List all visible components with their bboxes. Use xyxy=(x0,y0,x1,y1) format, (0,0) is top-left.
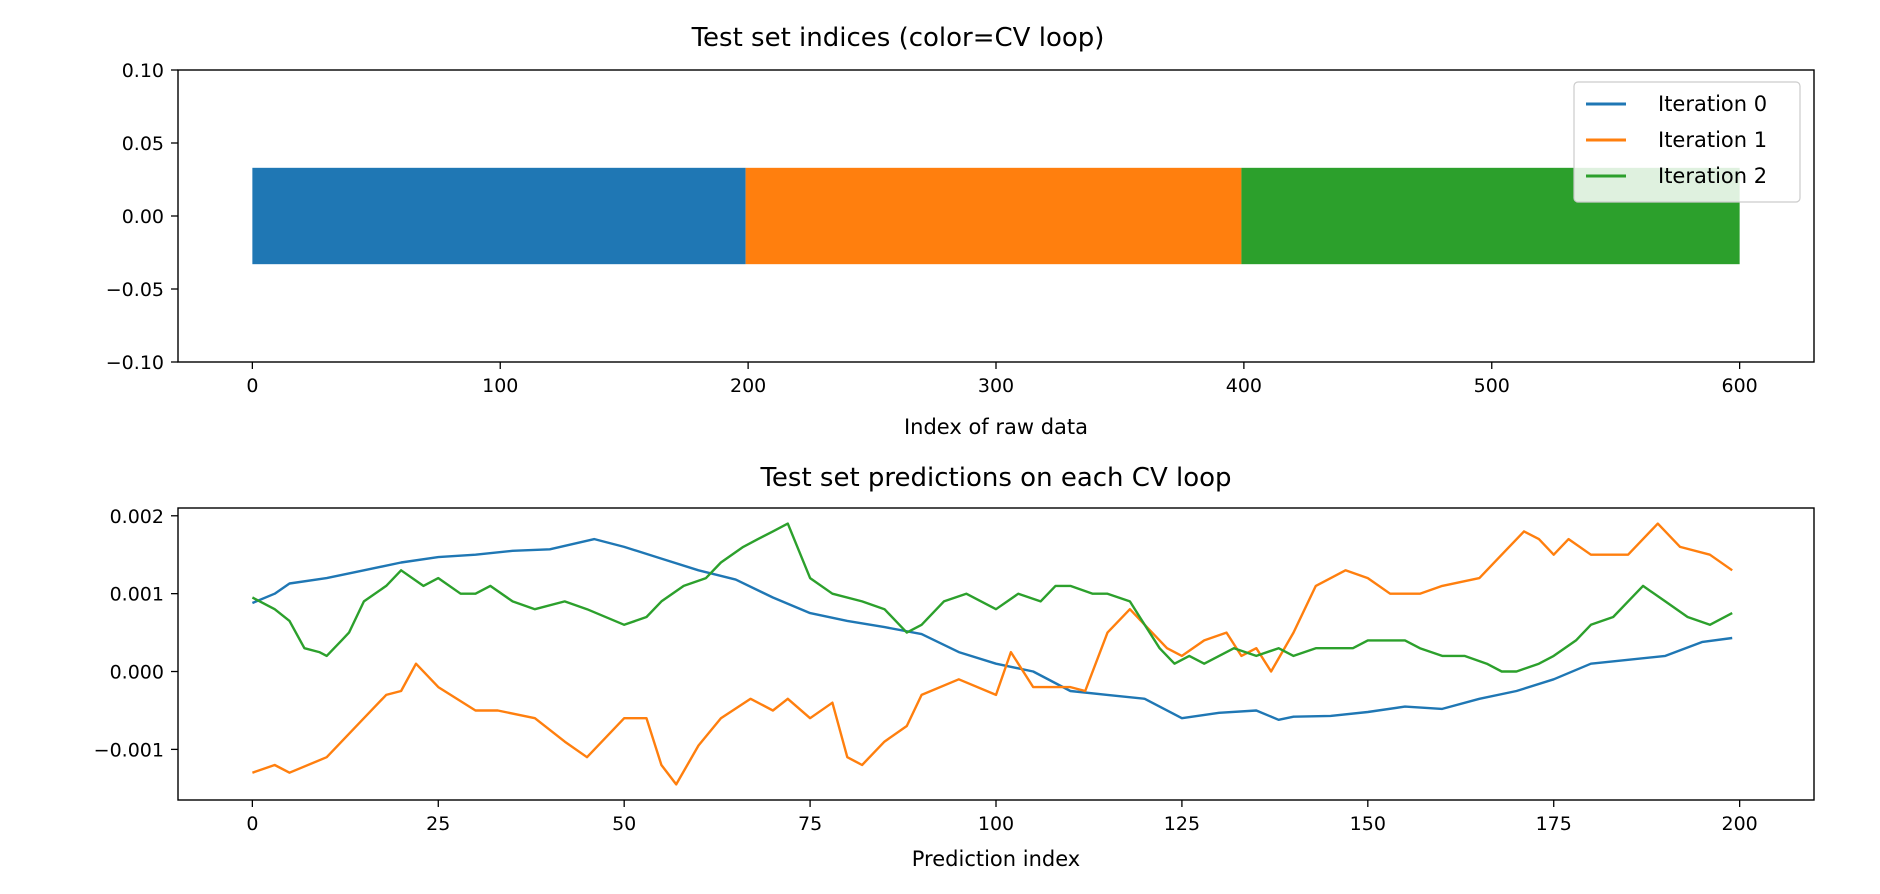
axes-frame-1 xyxy=(177,69,1815,363)
x-tick-label-1: 25 xyxy=(426,813,450,835)
x-axis-label-1: Index of raw data xyxy=(904,415,1088,439)
x-tick-label-0: 300 xyxy=(978,375,1014,397)
x-tick-label-1: 200 xyxy=(1722,813,1758,835)
panel-test-indices: Test set indices (color=CV loop) 0 100 200… xyxy=(106,23,1815,439)
legend-box xyxy=(1573,81,1801,203)
line-iteration-2 xyxy=(251,522,1733,673)
y-tick-label-0: −0.10 xyxy=(106,352,164,374)
x-tick-label-1: 125 xyxy=(1164,813,1200,835)
x-tick-label-0: 0 xyxy=(246,375,258,397)
x-tick-label-0: 200 xyxy=(730,375,766,397)
x-tick-label-1: 75 xyxy=(798,813,822,835)
x-tick-label-0: 400 xyxy=(1226,375,1262,397)
legend-label-iteration-0: Iteration 0 xyxy=(1658,92,1767,116)
y-tick-label-0: 0.05 xyxy=(122,133,164,155)
x-tick-label-0: 100 xyxy=(482,375,518,397)
x-tick-label-1: 50 xyxy=(612,813,636,835)
chart-title-1: Test set indices (color=CV loop) xyxy=(691,23,1105,53)
legend-label-iteration-1: Iteration 1 xyxy=(1658,128,1767,152)
ticks-layer-1: 0 100 200 300 400 500 600 −0.10 −0.05 0.00 0.05 0.1… xyxy=(106,60,1758,397)
x-tick-label-1: 150 xyxy=(1350,813,1386,835)
bar-iteration-1 xyxy=(745,167,1242,265)
y-tick-label-1: 0.002 xyxy=(110,506,164,528)
legend: Iteration 0 Iteration 1 Iteration 2 xyxy=(1573,81,1801,203)
line-iteration-1 xyxy=(252,522,1733,786)
x-tick-label-1: 0 xyxy=(246,813,258,835)
bar-iteration-0 xyxy=(252,167,746,265)
legend-label-iteration-2: Iteration 2 xyxy=(1658,164,1767,188)
lines-layer xyxy=(251,522,1733,786)
x-tick-label-1: 175 xyxy=(1536,813,1572,835)
y-tick-label-0: 0.10 xyxy=(122,60,164,82)
axes-frame-2 xyxy=(177,507,1815,801)
x-tick-label-0: 500 xyxy=(1474,375,1510,397)
x-tick-label-1: 100 xyxy=(978,813,1014,835)
x-tick-label-0: 600 xyxy=(1722,375,1758,397)
y-tick-label-1: 0.001 xyxy=(110,584,164,606)
y-tick-label-0: 0.00 xyxy=(122,206,164,228)
y-tick-label-0: −0.05 xyxy=(106,279,164,301)
x-axis-label-2: Prediction index xyxy=(912,847,1080,871)
line-iteration-0 xyxy=(251,537,1733,721)
bars-layer xyxy=(252,167,1740,265)
chart-title-2: Test set predictions on each CV loop xyxy=(759,463,1231,493)
panel-test-predictions: Test set predictions on each CV loop 0 25… xyxy=(94,463,1815,871)
y-tick-label-1: −0.001 xyxy=(94,739,164,761)
ticks-layer-2: 0 25 50 75 100 125 150 175 200 −0.001 0.000 0.001 0.… xyxy=(94,506,1758,835)
y-tick-label-1: 0.000 xyxy=(110,662,164,684)
